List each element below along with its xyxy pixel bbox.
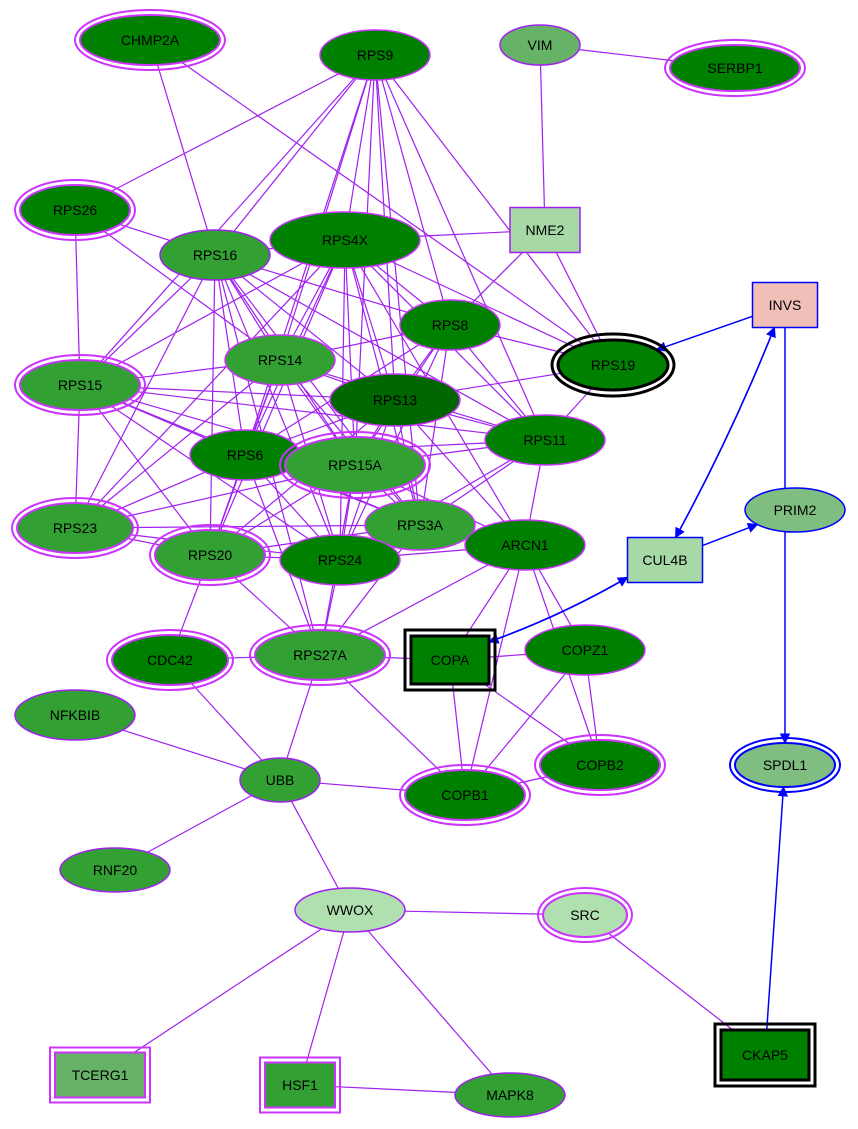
node-spdl1: SPDL1 <box>730 738 840 792</box>
node-label: ARCN1 <box>501 537 549 553</box>
node-label: NME2 <box>526 222 565 238</box>
node-label: RPS23 <box>53 520 98 536</box>
node-label: RPS24 <box>318 552 363 568</box>
node-rps11: RPS11 <box>485 415 605 465</box>
node-invs: INVS <box>753 283 818 328</box>
node-copa: COPA <box>405 630 495 690</box>
node-label: HSF1 <box>282 1077 318 1093</box>
node-rps16: RPS16 <box>160 230 270 280</box>
node-label: RPS14 <box>258 352 303 368</box>
node-label: RPS27A <box>293 647 347 663</box>
node-nfkbib: NFKBIB <box>15 690 135 740</box>
node-label: RNF20 <box>93 862 138 878</box>
network-diagram: CHMP2A RPS9 VIM SERBP1 RPS26 NME2 RPS4X RPS16 IN… <box>0 0 858 1129</box>
node-label: RPS4X <box>322 232 369 248</box>
node-cdc42: CDC42 <box>107 630 233 690</box>
node-rps19: RPS19 <box>552 334 674 396</box>
node-rps27a: RPS27A <box>250 625 390 685</box>
node-mapk8: MAPK8 <box>455 1073 565 1117</box>
node-vim: VIM <box>500 25 580 65</box>
node-label: SRC <box>570 907 600 923</box>
node-label: SPDL1 <box>763 757 808 773</box>
node-label: CDC42 <box>147 652 193 668</box>
node-cul4b: CUL4B <box>628 538 703 583</box>
node-label: SERBP1 <box>707 60 762 76</box>
node-label: INVS <box>769 297 802 313</box>
node-label: NFKBIB <box>50 707 101 723</box>
node-label: COPA <box>431 652 470 668</box>
node-label: COPZ1 <box>562 642 609 658</box>
node-copz1: COPZ1 <box>525 625 645 675</box>
node-label: RPS3A <box>397 517 444 533</box>
node-src: SRC <box>538 888 632 942</box>
node-label: RPS8 <box>432 317 469 333</box>
node-label: RPS13 <box>373 392 418 408</box>
node-label: RPS20 <box>188 547 233 563</box>
node-rps8: RPS8 <box>400 300 500 350</box>
node-label: CHMP2A <box>121 32 180 48</box>
node-label: RPS15 <box>58 377 103 393</box>
node-rps13: RPS13 <box>330 374 460 426</box>
node-rnf20: RNF20 <box>60 848 170 892</box>
node-rps15a: RPS15A <box>280 432 430 498</box>
node-label: RPS16 <box>193 247 238 263</box>
node-copb2: COPB2 <box>535 735 665 795</box>
node-rps20: RPS20 <box>150 525 270 585</box>
node-ckap5: CKAP5 <box>715 1024 815 1086</box>
node-chmp2a: CHMP2A <box>75 10 225 70</box>
node-label: WWOX <box>327 902 374 918</box>
node-hsf1: HSF1 <box>260 1058 340 1113</box>
node-label: COPB2 <box>576 757 624 773</box>
node-label: CKAP5 <box>742 1047 788 1063</box>
node-rps24: RPS24 <box>280 535 400 585</box>
node-rps9: RPS9 <box>320 30 430 80</box>
node-label: RPS6 <box>227 447 264 463</box>
edge <box>265 557 280 558</box>
node-label: VIM <box>528 37 553 53</box>
node-copb1: COPB1 <box>400 765 530 825</box>
node-label: COPB1 <box>441 787 489 803</box>
node-label: CUL4B <box>642 552 687 568</box>
node-wwox: WWOX <box>295 888 405 932</box>
node-label: TCERG1 <box>72 1067 129 1083</box>
node-serbp1: SERBP1 <box>665 40 805 96</box>
node-label: RPS26 <box>53 202 98 218</box>
node-prim2: PRIM2 <box>745 488 845 532</box>
node-label: RPS11 <box>523 432 567 448</box>
node-rps26: RPS26 <box>15 180 135 240</box>
node-label: RPS9 <box>357 47 394 63</box>
node-label: UBB <box>266 772 295 788</box>
node-label: MAPK8 <box>486 1087 534 1103</box>
node-rps15: RPS15 <box>15 355 145 415</box>
node-arcn1: ARCN1 <box>465 520 585 570</box>
node-label: RPS15A <box>328 457 382 473</box>
node-label: RPS19 <box>591 357 636 373</box>
node-rps23: RPS23 <box>12 498 138 558</box>
node-label: PRIM2 <box>774 502 817 518</box>
node-rps14: RPS14 <box>225 335 335 385</box>
network-svg: CHMP2A RPS9 VIM SERBP1 RPS26 NME2 RPS4X RPS16 IN… <box>0 0 858 1129</box>
node-tcerg1: TCERG1 <box>50 1048 150 1103</box>
node-ubb: UBB <box>240 758 320 802</box>
node-rps4x: RPS4X <box>270 212 420 268</box>
node-nme2: NME2 <box>510 208 580 253</box>
